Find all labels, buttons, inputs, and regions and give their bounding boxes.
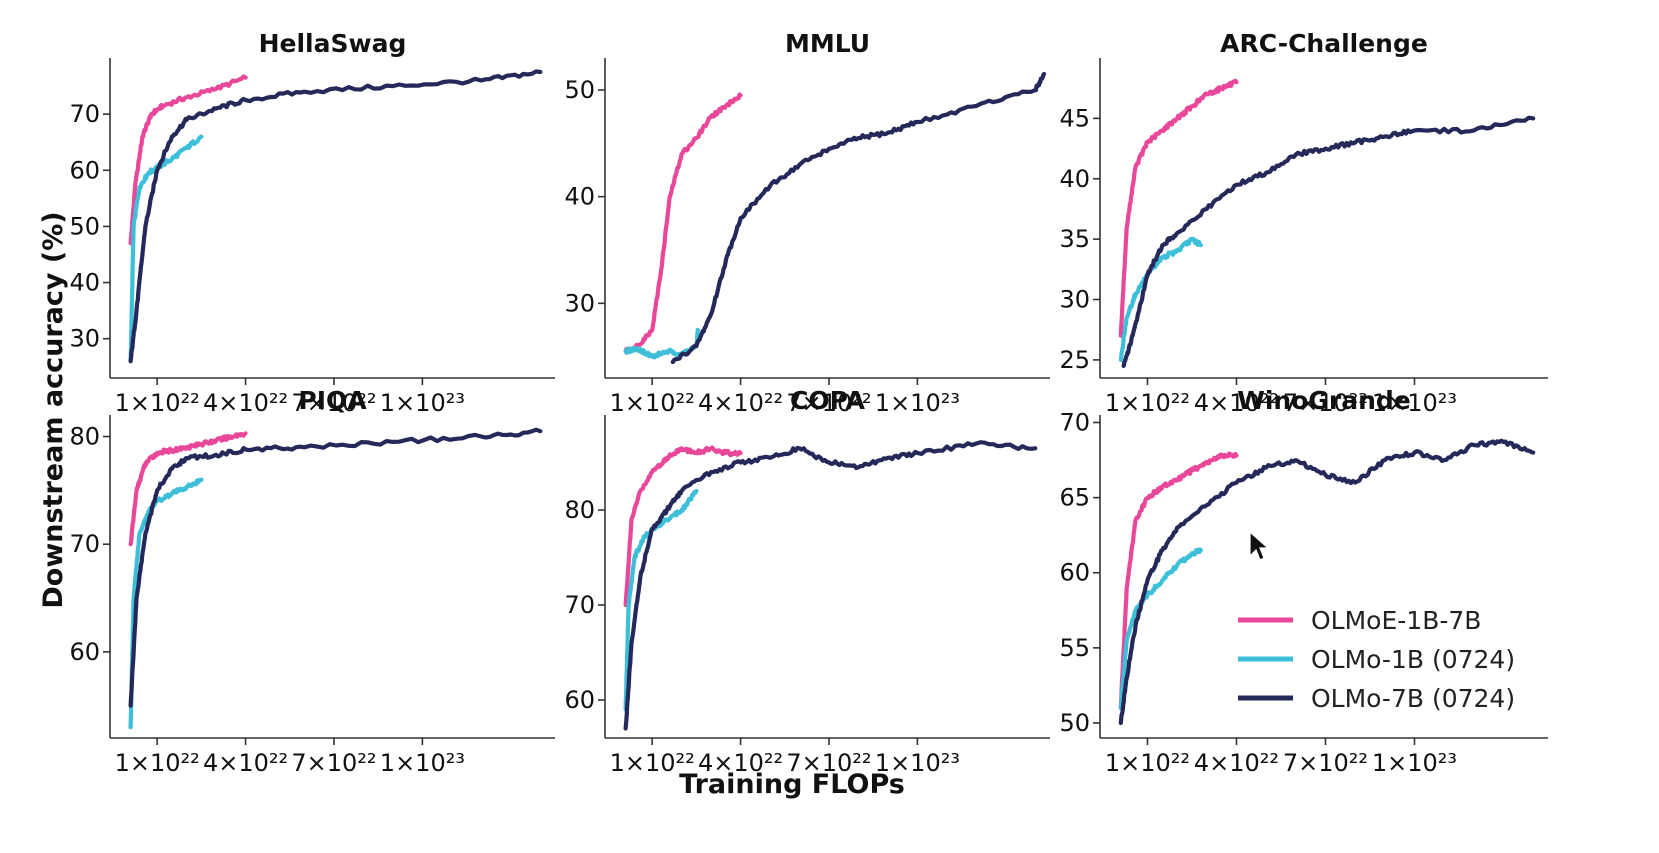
x-tick-label: 1×10²² (610, 389, 695, 417)
y-tick-label: 30 (564, 289, 595, 317)
x-tick-label: 1×10²³ (875, 389, 960, 417)
x-axis-label: Training FLOPs (679, 769, 905, 800)
x-tick-label: 1×10²² (610, 749, 695, 777)
y-tick-label: 30 (69, 325, 100, 353)
series-line-olmo-7b-0724 (128, 427, 543, 708)
x-tick-label: 1×10²³ (380, 389, 465, 417)
x-tick-label: 7×10²² (1283, 749, 1368, 777)
legend-label-olmo-1b: OLMo-1B (0724) (1311, 645, 1515, 674)
series-line-olmo-1b-0724 (128, 477, 204, 730)
x-tick-label: 1×10²³ (1372, 389, 1457, 417)
y-tick-label: 70 (564, 591, 595, 619)
series-line-olmo-1b-0724 (623, 488, 699, 712)
y-tick-label: 30 (1059, 286, 1090, 314)
series-line-olmoe-1b-7b (623, 445, 743, 608)
panel-arc-challenge: ARC-Challenge 25 30 35 40 45 1×10²² 4×10²² 7×10²… (1059, 29, 1548, 417)
x-tick-label: 1×10²³ (875, 749, 960, 777)
panel-title: WinoGrande (1237, 386, 1411, 415)
panel-hellaswag: HellaSwag 30 40 50 60 70 1×10²² 4×10²² 7×10²² 1×1… (69, 29, 555, 417)
x-tick-label: 7×10²² (291, 749, 376, 777)
legend-label-olmo-7b: OLMo-7B (0724) (1311, 684, 1515, 713)
y-tick-label: 40 (69, 269, 100, 297)
y-tick-label: 50 (69, 212, 100, 240)
mouse-cursor-icon (1249, 530, 1270, 561)
y-tick-label: 65 (1059, 484, 1090, 512)
y-tick-label: 60 (69, 638, 100, 666)
x-tick-label: 4×10²² (698, 389, 783, 417)
x-tick-label: 7×10²² (786, 389, 871, 417)
panel-mmlu: MMLU 30 40 50 1×10²² 4×10²² 7×10²² 1×10²³ (564, 29, 1050, 417)
x-tick-label: 4×10²² (1194, 389, 1279, 417)
x-tick-label: 4×10²² (698, 749, 783, 777)
y-tick-label: 60 (69, 156, 100, 184)
series-line-olmo-7b-0724 (1121, 115, 1536, 368)
series-line-olmoe-1b-7b (1118, 78, 1239, 338)
series-line-olmoe-1b-7b (128, 431, 248, 547)
x-tick-label: 4×10²² (203, 389, 288, 417)
panel-title: HellaSwag (259, 29, 407, 58)
x-tick-label: 1×10²² (115, 389, 200, 417)
series-line-olmo-7b-0724 (128, 69, 543, 364)
x-tick-label: 1×10²² (1105, 749, 1190, 777)
series-line-olmo-7b-0724 (670, 71, 1047, 365)
x-tick-label: 1×10²³ (1372, 749, 1457, 777)
y-tick-label: 40 (1059, 165, 1090, 193)
y-tick-label: 45 (1059, 104, 1090, 132)
legend-label-olmoe: OLMoE-1B-7B (1311, 606, 1481, 635)
series-line-olmo-1b-0724 (128, 134, 204, 364)
x-tick-label: 4×10²² (1194, 749, 1279, 777)
y-tick-label: 40 (564, 183, 595, 211)
y-tick-label: 25 (1059, 346, 1090, 374)
y-tick-label: 60 (564, 686, 595, 714)
y-tick-label: 70 (69, 100, 100, 128)
x-tick-label: 4×10²² (203, 749, 288, 777)
x-tick-label: 7×10²² (786, 749, 871, 777)
panel-title: ARC-Challenge (1220, 29, 1428, 58)
x-tick-label: 1×10²³ (380, 749, 465, 777)
series-line-olmo-1b-0724 (1118, 236, 1203, 362)
x-tick-label: 7×10²² (1283, 389, 1368, 417)
series-line-olmo-7b-0724 (1118, 438, 1536, 726)
x-tick-label: 1×10²² (1105, 389, 1190, 417)
y-tick-label: 55 (1059, 634, 1090, 662)
x-tick-label: 1×10²² (115, 749, 200, 777)
y-tick-label: 35 (1059, 225, 1090, 253)
series-line-olmo-1b-0724 (1118, 547, 1203, 711)
series-line-olmoe-1b-7b (1118, 451, 1239, 711)
series-line-olmoe-1b-7b (128, 74, 248, 246)
panel-title: MMLU (785, 29, 870, 58)
panel-title: PIQA (298, 386, 367, 415)
y-tick-label: 70 (1059, 409, 1090, 437)
y-tick-label: 80 (564, 496, 595, 524)
series-line-olmoe-1b-7b (623, 92, 743, 355)
y-tick-label: 50 (564, 76, 595, 104)
y-axis-label: Downstream accuracy (%) (38, 211, 69, 608)
panel-title: COPA (790, 386, 866, 415)
x-tick-label: 7×10²² (291, 389, 376, 417)
series-line-olmo-7b-0724 (623, 440, 1038, 731)
y-tick-label: 50 (1059, 709, 1090, 737)
y-tick-label: 60 (1059, 559, 1090, 587)
legend: OLMoE-1B-7B OLMo-1B (0724) OLMo-7B (0724… (1238, 606, 1515, 713)
y-tick-label: 70 (69, 530, 100, 558)
y-tick-label: 80 (69, 423, 100, 451)
